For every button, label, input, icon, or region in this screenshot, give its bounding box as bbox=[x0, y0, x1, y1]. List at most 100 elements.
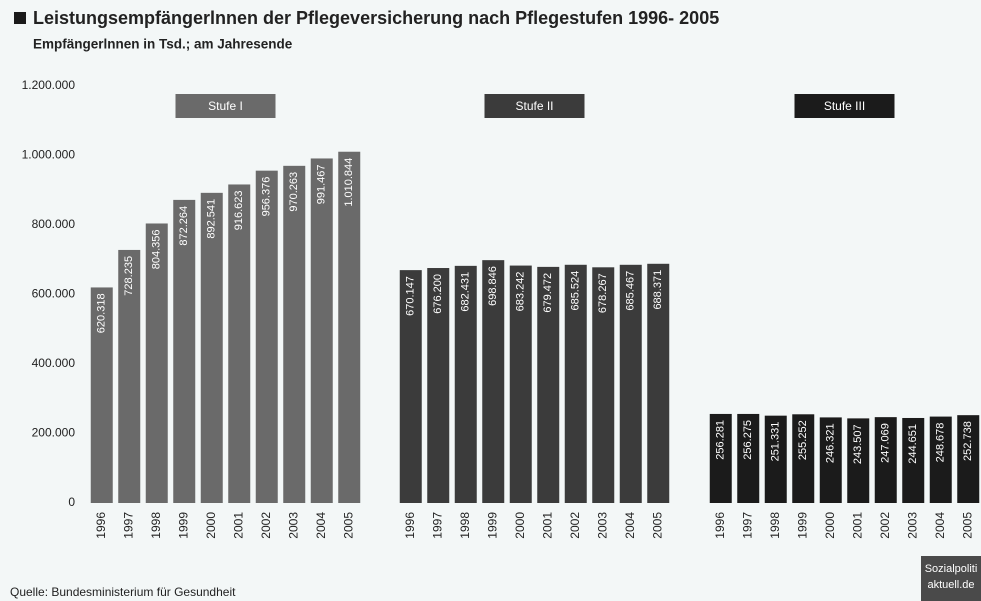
bar bbox=[173, 199, 196, 504]
bar bbox=[145, 223, 168, 503]
bar bbox=[709, 413, 732, 503]
x-tick-label: 1997 bbox=[121, 512, 135, 539]
x-tick-label: 2004 bbox=[933, 512, 947, 539]
bar bbox=[283, 165, 306, 503]
value-label: 682.431 bbox=[460, 272, 472, 312]
bar bbox=[90, 287, 113, 503]
value-label: 698.846 bbox=[487, 266, 499, 306]
x-tick-label: 2002 bbox=[878, 512, 892, 539]
value-label: 676.200 bbox=[432, 274, 444, 314]
y-tick-label: 1.200.000 bbox=[22, 78, 76, 92]
value-label: 685.524 bbox=[570, 271, 582, 311]
bar bbox=[454, 265, 477, 503]
series-label: Stufe III bbox=[824, 99, 865, 113]
value-label: 956.376 bbox=[261, 177, 273, 217]
value-label: 1.010.844 bbox=[343, 158, 355, 207]
series-label-box bbox=[175, 94, 276, 118]
bar bbox=[200, 192, 223, 504]
x-tick-label: 2001 bbox=[540, 512, 554, 539]
bar bbox=[902, 417, 925, 503]
x-tick-label: 2000 bbox=[204, 512, 218, 539]
value-label: 256.275 bbox=[742, 420, 754, 460]
value-label: 688.371 bbox=[652, 270, 664, 310]
x-tick-label: 2004 bbox=[314, 512, 328, 539]
bar bbox=[819, 417, 842, 503]
bar bbox=[118, 249, 141, 503]
value-label: 678.267 bbox=[597, 273, 609, 313]
series-label: Stufe II bbox=[515, 99, 553, 113]
x-tick-label: 2000 bbox=[823, 512, 837, 539]
value-label: 246.321 bbox=[825, 423, 837, 463]
value-label: 255.252 bbox=[797, 420, 809, 460]
x-tick-label: 2002 bbox=[568, 512, 582, 539]
y-tick-label: 600.000 bbox=[32, 287, 76, 301]
bar bbox=[619, 264, 642, 503]
watermark: Sozialpoliti bbox=[925, 563, 978, 575]
watermark-box bbox=[921, 556, 981, 601]
x-tick-label: 2005 bbox=[650, 512, 664, 539]
value-label: 991.467 bbox=[316, 164, 328, 204]
value-label: 804.356 bbox=[151, 229, 163, 269]
x-tick-label: 1998 bbox=[458, 512, 472, 539]
value-label: 244.651 bbox=[907, 424, 919, 464]
x-tick-label: 1999 bbox=[795, 512, 809, 539]
x-tick-label: 1998 bbox=[149, 512, 163, 539]
x-tick-label: 2001 bbox=[231, 512, 245, 539]
x-tick-label: 1996 bbox=[713, 512, 727, 539]
value-label: 872.264 bbox=[178, 206, 190, 246]
x-tick-label: 1999 bbox=[485, 512, 499, 539]
value-label: 685.467 bbox=[625, 271, 637, 311]
value-label: 679.472 bbox=[542, 273, 554, 313]
bar bbox=[482, 260, 505, 503]
x-tick-label: 2001 bbox=[850, 512, 864, 539]
value-label: 248.678 bbox=[935, 423, 947, 463]
bar bbox=[847, 418, 870, 503]
bar bbox=[399, 270, 422, 503]
y-tick-label: 800.000 bbox=[32, 217, 76, 231]
value-label: 683.242 bbox=[515, 272, 527, 312]
y-tick-label: 0 bbox=[68, 495, 75, 509]
x-tick-label: 1996 bbox=[94, 512, 108, 539]
series-label-box bbox=[794, 94, 895, 118]
y-tick-label: 1.000.000 bbox=[22, 148, 76, 162]
chart-title: Leistungsempfängerlnnen der Pflegeversic… bbox=[33, 8, 719, 28]
value-label: 251.331 bbox=[770, 422, 782, 462]
value-label: 670.147 bbox=[405, 276, 417, 316]
bar bbox=[737, 413, 760, 503]
x-tick-label: 2000 bbox=[513, 512, 527, 539]
title-bullet bbox=[14, 12, 26, 24]
value-label: 256.281 bbox=[715, 420, 727, 460]
value-label: 243.507 bbox=[852, 424, 864, 464]
x-tick-label: 2005 bbox=[341, 512, 355, 539]
bar bbox=[537, 266, 560, 503]
x-tick-label: 2003 bbox=[286, 512, 300, 539]
value-label: 892.541 bbox=[206, 199, 218, 239]
x-tick-label: 2004 bbox=[623, 512, 637, 539]
value-label: 247.069 bbox=[880, 423, 892, 463]
x-tick-label: 2003 bbox=[905, 512, 919, 539]
bar bbox=[874, 417, 897, 503]
bar bbox=[792, 414, 815, 503]
bar bbox=[255, 170, 278, 503]
y-tick-label: 400.000 bbox=[32, 356, 76, 370]
x-tick-label: 2003 bbox=[595, 512, 609, 539]
x-tick-label: 2002 bbox=[259, 512, 273, 539]
bar bbox=[338, 151, 361, 504]
bar bbox=[509, 265, 532, 503]
bar bbox=[647, 263, 670, 503]
y-tick-label: 200.000 bbox=[32, 426, 76, 440]
x-tick-label: 1998 bbox=[768, 512, 782, 539]
x-tick-label: 1999 bbox=[176, 512, 190, 539]
value-label: 970.263 bbox=[288, 172, 300, 212]
source: Quelle: Bundesministerium für Gesundheit bbox=[10, 585, 236, 599]
bar bbox=[564, 264, 587, 503]
x-tick-label: 1997 bbox=[430, 512, 444, 539]
value-label: 620.318 bbox=[96, 293, 108, 333]
watermark: aktuell.de bbox=[927, 579, 974, 591]
bar bbox=[592, 267, 615, 503]
x-tick-label: 1996 bbox=[403, 512, 417, 539]
bar bbox=[764, 415, 787, 503]
bar bbox=[929, 416, 952, 503]
x-tick-label: 1997 bbox=[740, 512, 754, 539]
value-label: 252.738 bbox=[962, 421, 974, 461]
